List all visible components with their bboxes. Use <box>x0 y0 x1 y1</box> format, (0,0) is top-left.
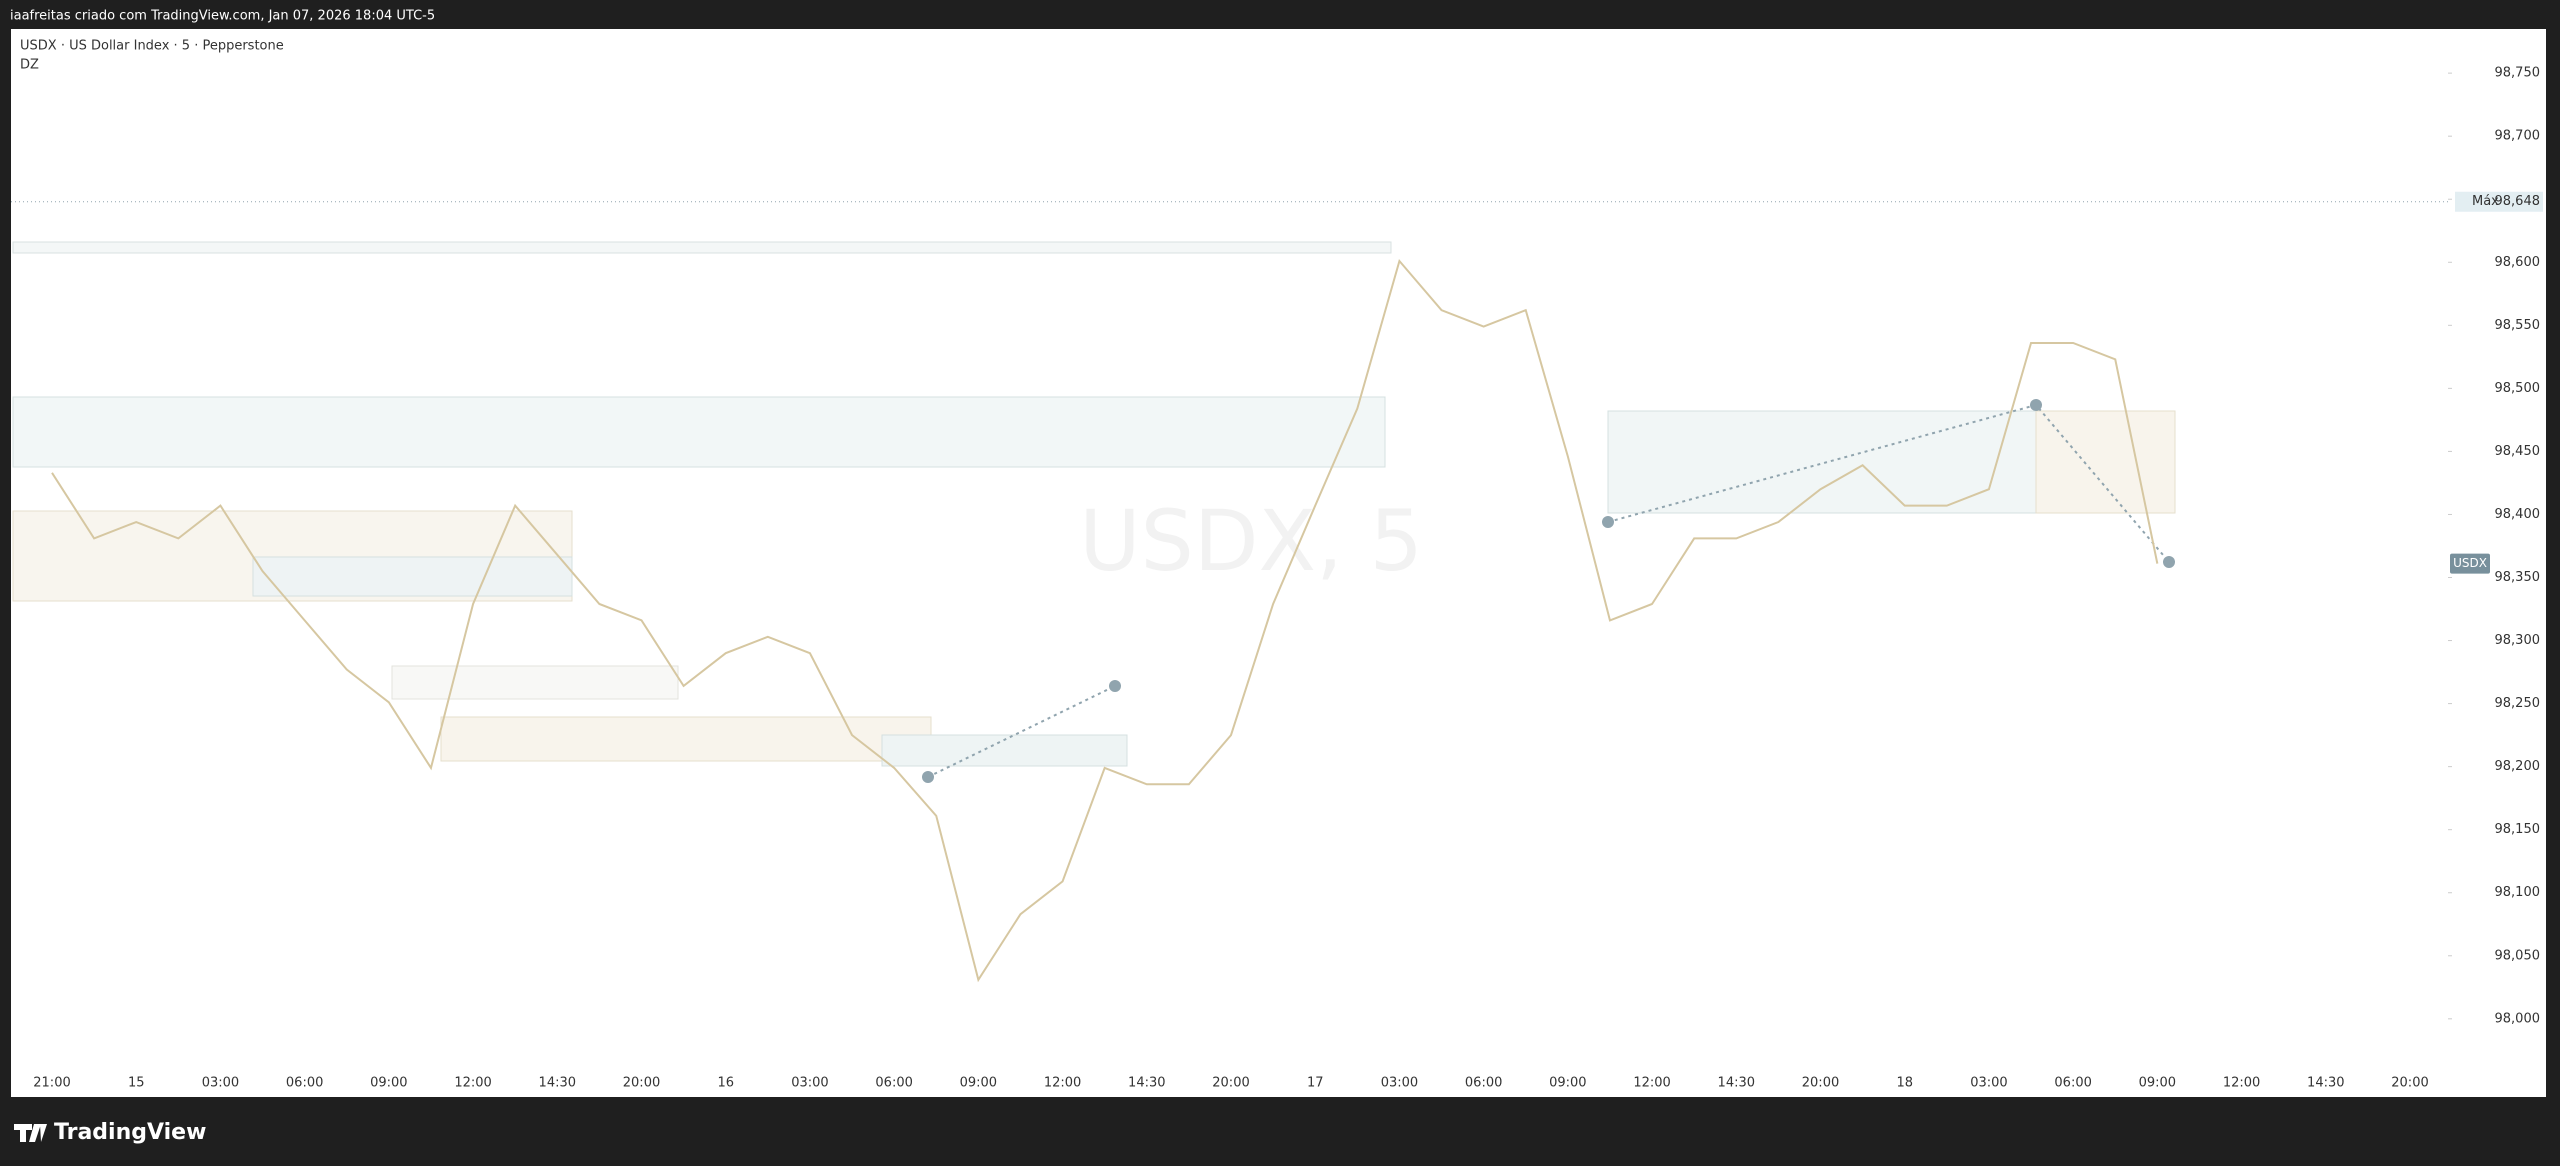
max-label-bg <box>2455 191 2543 212</box>
x-tick-label: 12:00 <box>1633 1076 1670 1091</box>
x-tick-label: 06:00 <box>875 1076 912 1091</box>
y-tick-label: 98,000 <box>2495 1011 2541 1026</box>
x-tick-label: 12:00 <box>2223 1076 2260 1091</box>
x-tick-label: 16 <box>717 1076 734 1091</box>
y-tick-label: 98,700 <box>2495 129 2541 144</box>
y-tick-label: 98,400 <box>2495 507 2541 522</box>
x-tick-label: 03:00 <box>791 1076 828 1091</box>
y-tick-label: 98,450 <box>2495 444 2541 459</box>
y-tick-label: 98,750 <box>2495 66 2541 81</box>
x-tick-label: 03:00 <box>1381 1076 1418 1091</box>
logo <box>14 1124 47 1142</box>
x-tick-label: 09:00 <box>1549 1076 1586 1091</box>
x-tick-label: 09:00 <box>960 1076 997 1091</box>
x-tick-label: 03:00 <box>202 1076 239 1091</box>
zone <box>252 556 573 597</box>
x-tick-label: 06:00 <box>2054 1076 2091 1091</box>
x-tick-label: 14:30 <box>2307 1076 2344 1091</box>
zone <box>391 665 679 700</box>
x-tick-label: 20:00 <box>2391 1076 2428 1091</box>
x-tick-label: 20:00 <box>1802 1076 1839 1091</box>
pattern-point <box>2163 556 2175 568</box>
x-tick-label: 06:00 <box>1465 1076 1502 1091</box>
y-tick-label: 98,250 <box>2495 696 2541 711</box>
x-tick-label: 09:00 <box>2139 1076 2176 1091</box>
y-tick-label: 98,600 <box>2495 255 2541 270</box>
y-tick-label: 98,550 <box>2495 318 2541 333</box>
x-tick-label: 15 <box>128 1076 145 1091</box>
x-tick-label: 14:30 <box>539 1076 576 1091</box>
x-tick-label: 21:00 <box>33 1076 70 1091</box>
zone <box>2035 410 2176 514</box>
x-tick-label: 03:00 <box>1970 1076 2007 1091</box>
x-tick-label: 14:30 <box>1718 1076 1755 1091</box>
x-tick-label: 20:00 <box>623 1076 660 1091</box>
y-tick-label: 98,050 <box>2495 948 2541 963</box>
last-price-tag <box>2450 553 2490 574</box>
x-tick-label: 14:30 <box>1128 1076 1165 1091</box>
price-line <box>51 258 2159 983</box>
x-tick-label: 09:00 <box>370 1076 407 1091</box>
y-tick-label: 98,200 <box>2495 759 2541 774</box>
pattern-point <box>1602 516 1614 528</box>
y-tick-label: 98,100 <box>2495 885 2541 900</box>
header-title: iaafreitas criado com TradingView.com, J… <box>10 9 435 24</box>
zone <box>1607 410 2037 514</box>
footer-bar <box>0 1097 2560 1166</box>
zone <box>440 716 932 762</box>
x-tick-label: 12:00 <box>454 1076 491 1091</box>
indicator-name: DZ <box>20 58 39 73</box>
y-tick-label: 98,500 <box>2495 381 2541 396</box>
y-tick-label: 98,300 <box>2495 633 2541 648</box>
legend-title: USDX · US Dollar Index · 5 · Pepperstone <box>20 39 284 54</box>
zone <box>12 241 1392 254</box>
max-label: Máx <box>2472 194 2499 209</box>
x-tick-label: 18 <box>1896 1076 1913 1091</box>
y-tick-label: 98,150 <box>2495 822 2541 837</box>
x-tick-label: 20:00 <box>1212 1076 1249 1091</box>
brand: TradingView <box>54 1120 206 1145</box>
zone <box>12 396 1386 468</box>
x-tick-label: 12:00 <box>1044 1076 1081 1091</box>
watermark: USDX, 5 <box>1079 492 1423 590</box>
last-price-label: USDX <box>2453 556 2487 570</box>
x-tick-label: 17 <box>1307 1076 1324 1091</box>
pattern-point <box>1109 680 1121 692</box>
pattern-point <box>2030 399 2042 411</box>
max-value: 98,648 <box>2495 194 2541 209</box>
x-tick-label: 06:00 <box>286 1076 323 1091</box>
drawings <box>12 241 2176 783</box>
pattern-point <box>922 771 934 783</box>
y-tick-label: 98,350 <box>2495 570 2541 585</box>
